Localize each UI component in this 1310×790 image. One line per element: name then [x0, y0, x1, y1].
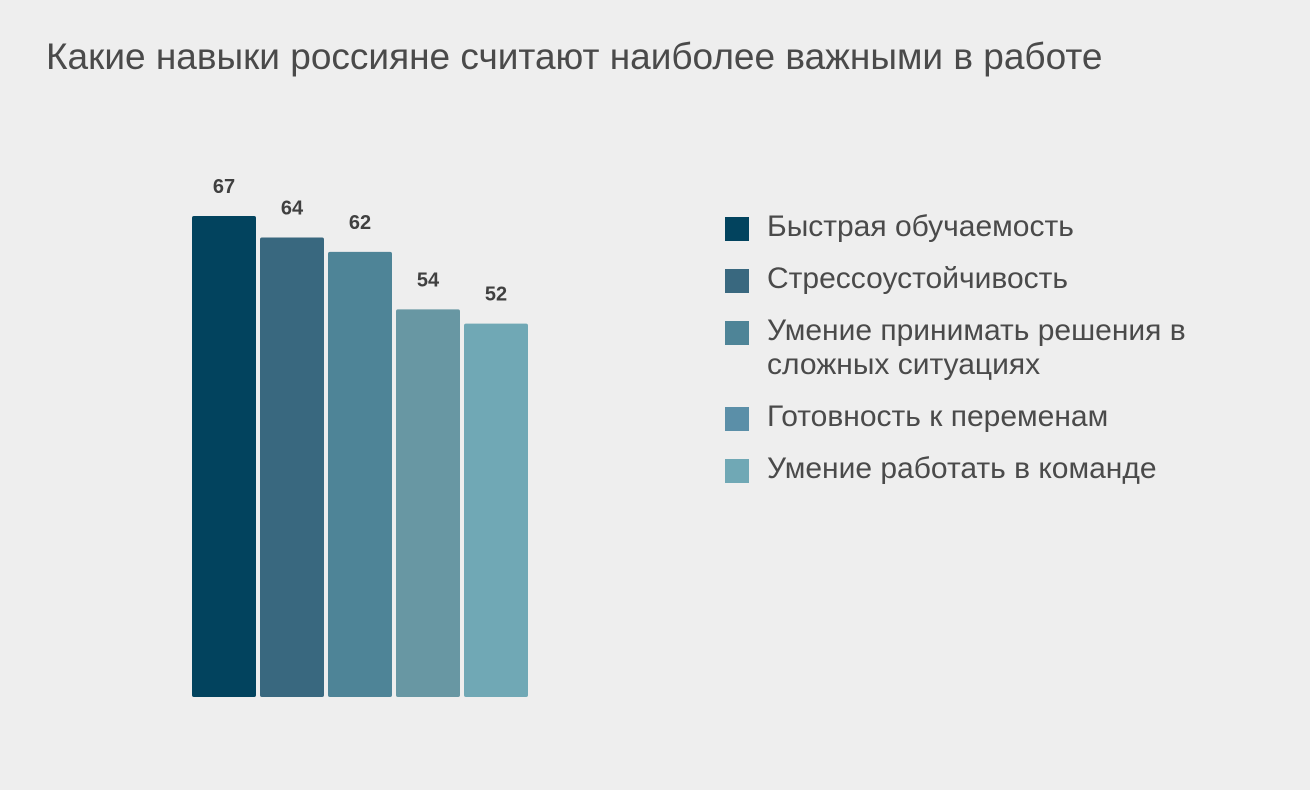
- legend-swatch-2: [725, 269, 749, 293]
- bar-2: [260, 237, 324, 698]
- legend-item-4: Готовность к переменам: [725, 400, 1245, 434]
- legend-swatch-4: [725, 407, 749, 431]
- legend-label-2: Стрессоустойчивость: [767, 262, 1069, 295]
- legend-swatch-5: [725, 459, 749, 483]
- bar-value-label-4: 54: [417, 269, 440, 291]
- bar-value-label-2: 64: [281, 198, 304, 220]
- bar-5: [464, 323, 528, 697]
- bar-3: [328, 251, 392, 698]
- legend-label-1: Быстрая обучаемость: [767, 210, 1074, 243]
- legend-label-3: Умение принимать решения в сложных ситуа…: [767, 314, 1186, 381]
- legend-item-2: Стрессоустойчивость: [725, 262, 1245, 296]
- legend-swatch-3: [725, 321, 749, 345]
- bar-4: [396, 309, 460, 697]
- bar-value-label-1: 67: [213, 176, 235, 198]
- legend-item-3: Умение принимать решения в сложных ситуа…: [725, 314, 1245, 382]
- bar-value-label-3: 62: [349, 212, 371, 234]
- legend-label-5: Умение работать в команде: [767, 452, 1157, 485]
- bar-1: [192, 216, 256, 697]
- legend-label-4: Готовность к переменам: [767, 400, 1109, 433]
- chart-title: Какие навыки россияне считают наиболее в…: [46, 36, 1103, 77]
- bar-value-label-5: 52: [485, 284, 507, 306]
- legend-item-5: Умение работать в команде: [725, 452, 1245, 486]
- legend-swatch-1: [725, 217, 749, 241]
- legend-item-1: Быстрая обучаемость: [725, 210, 1245, 244]
- legend: Быстрая обучаемость Стрессоустойчивость Ум…: [725, 210, 1245, 504]
